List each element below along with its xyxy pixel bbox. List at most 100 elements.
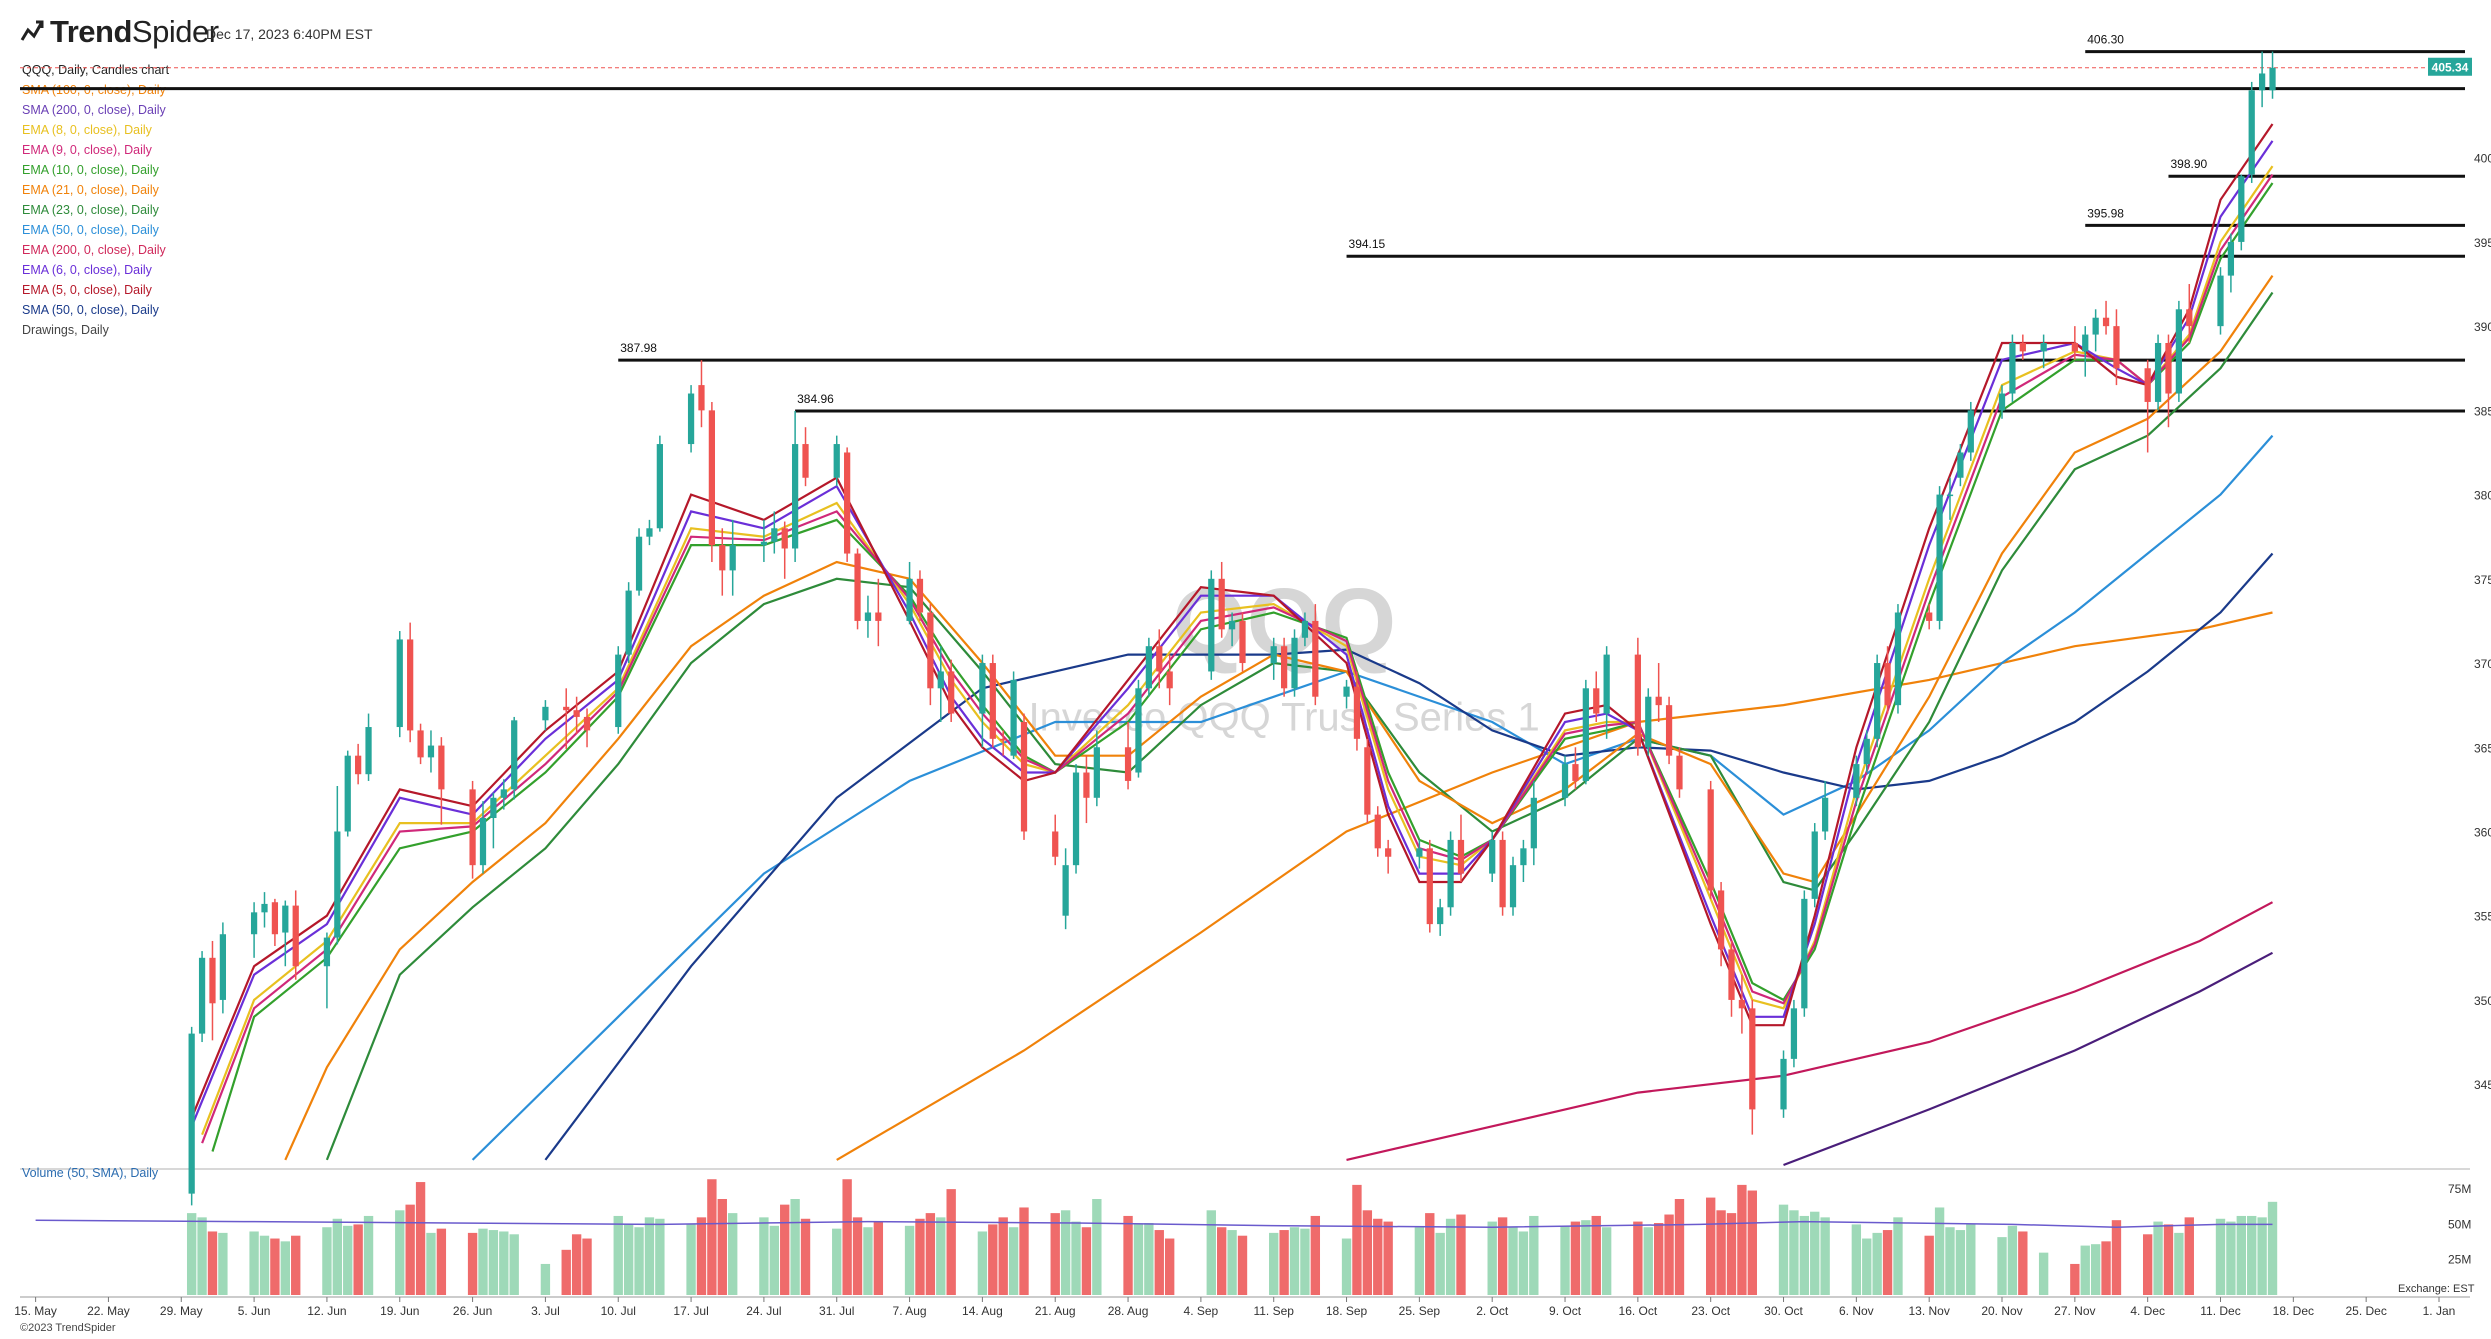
volume-bar — [1633, 1221, 1643, 1295]
candle-body — [1124, 747, 1132, 781]
volume-bar — [1237, 1235, 1248, 1295]
volume-bar — [852, 1217, 863, 1295]
volume-bar — [904, 1225, 915, 1295]
y-tick-label: 365.00 — [2474, 741, 2491, 755]
candle-body — [2102, 317, 2110, 327]
volume-bar — [405, 1204, 415, 1295]
y-tick-label: 390.00 — [2474, 320, 2491, 334]
legend-item[interactable]: EMA (8, 0, close), Daily — [22, 123, 152, 137]
candle-body — [292, 905, 299, 967]
candle-body — [1676, 755, 1683, 790]
candle-body — [479, 818, 487, 866]
volume-bar — [1518, 1231, 1529, 1295]
candle-body — [2071, 342, 2078, 352]
candle-body — [365, 727, 372, 775]
candle-body — [1509, 865, 1517, 908]
volume-bar — [1352, 1184, 1362, 1295]
x-tick-label: 18. Sep — [1326, 1304, 1368, 1318]
candle-body — [2113, 326, 2120, 369]
legend-item[interactable]: EMA (50, 0, close), Daily — [22, 223, 159, 237]
candle-body — [1926, 612, 1933, 621]
legend-item[interactable]: EMA (5, 0, close), Daily — [22, 283, 152, 297]
volume-bar — [197, 1217, 207, 1295]
volume-bar — [1924, 1235, 1934, 1295]
volume-bar — [873, 1221, 884, 1295]
legend-item[interactable]: EMA (23, 0, close), Daily — [22, 203, 159, 217]
x-tick-label: 2. Oct — [1476, 1304, 1509, 1318]
candle-body — [1301, 620, 1309, 638]
candle-body — [1156, 646, 1163, 672]
y-tick-label: 370.00 — [2474, 657, 2491, 671]
candle-body — [250, 912, 258, 935]
x-tick-label: 31. Jul — [819, 1304, 854, 1318]
volume-bar — [2267, 1201, 2278, 1295]
volume-bar — [998, 1217, 1008, 1295]
volume-bar — [1664, 1214, 1674, 1295]
y-tick-label: 395.00 — [2474, 236, 2491, 250]
candle-body — [937, 671, 944, 689]
candle-body — [1572, 764, 1579, 781]
ma-line — [544, 552, 2274, 1161]
volume-bar — [561, 1249, 571, 1295]
candle-body — [1967, 410, 1974, 453]
volume-bar — [1341, 1238, 1352, 1295]
candle-body — [1374, 814, 1381, 849]
legend-item[interactable]: Drawings, Daily — [22, 323, 109, 337]
volume-bar — [2070, 1263, 2080, 1295]
brand-light: Spider — [131, 14, 219, 49]
candle-body — [1780, 1058, 1787, 1110]
ma-line — [211, 182, 2274, 1152]
volume-bar — [488, 1230, 499, 1295]
candle-body — [1874, 663, 1881, 739]
volume-bar — [1862, 1238, 1872, 1295]
y-tick-label: 375.00 — [2474, 573, 2491, 587]
candle-body — [573, 710, 580, 717]
candle-body — [1790, 1008, 1798, 1059]
candle-body — [1000, 738, 1007, 741]
level-label: 395.98 — [2087, 206, 2124, 220]
legend-item[interactable]: EMA (9, 0, close), Daily — [22, 143, 152, 157]
chart-datetime: Dec 17, 2023 6:40PM EST — [206, 26, 373, 42]
volume-bar — [332, 1218, 343, 1295]
volume-bar — [2018, 1231, 2028, 1295]
volume-bar — [1019, 1207, 1029, 1295]
candle-body — [791, 444, 799, 549]
candle-body — [1416, 848, 1423, 857]
candle-body — [2269, 67, 2276, 91]
volume-bar — [1373, 1218, 1383, 1295]
x-tick-label: 30. Oct — [1764, 1304, 1803, 1318]
candle-body — [2258, 73, 2266, 91]
candle-body — [844, 452, 851, 554]
candle-body — [833, 444, 840, 478]
volume-bar — [426, 1232, 436, 1295]
x-tick-label: 3. Jul — [531, 1304, 560, 1318]
legend-item[interactable]: EMA (6, 0, close), Daily — [22, 263, 152, 277]
legend-item[interactable]: EMA (10, 0, close), Daily — [22, 163, 159, 177]
volume-bar — [936, 1217, 946, 1295]
candle-body — [271, 902, 279, 935]
legend-item[interactable]: SMA (200, 0, close), Daily — [22, 103, 166, 117]
volume-bar — [707, 1179, 717, 1295]
volume-bar — [1955, 1230, 1966, 1295]
volume-bar — [571, 1234, 582, 1295]
volume-bar — [2215, 1218, 2226, 1295]
volume-bar — [343, 1225, 353, 1295]
volume-bar — [1487, 1221, 1497, 1295]
legend-item[interactable]: EMA (21, 0, close), Daily — [22, 183, 159, 197]
legend-item[interactable]: QQQ, Daily, Candles chart — [22, 63, 170, 77]
volume-bar — [509, 1234, 519, 1295]
candle-body — [2019, 342, 2026, 352]
y-tick-label: 350.00 — [2474, 994, 2491, 1008]
legend-item[interactable]: EMA (200, 0, close), Daily — [22, 243, 166, 257]
x-tick-label: 11. Sep — [1253, 1304, 1294, 1318]
legend-item[interactable]: SMA (50, 0, close), Daily — [22, 303, 159, 317]
volume-bar — [259, 1235, 270, 1295]
x-tick-label: 21. Aug — [1035, 1304, 1076, 1318]
volume-bar — [1497, 1217, 1508, 1295]
x-tick-label: 25. Dec — [2345, 1304, 2386, 1318]
candle-body — [1884, 663, 1891, 706]
volume-bar — [1591, 1215, 1601, 1295]
volume-bar — [1581, 1220, 1591, 1295]
candle-body — [2186, 309, 2193, 327]
